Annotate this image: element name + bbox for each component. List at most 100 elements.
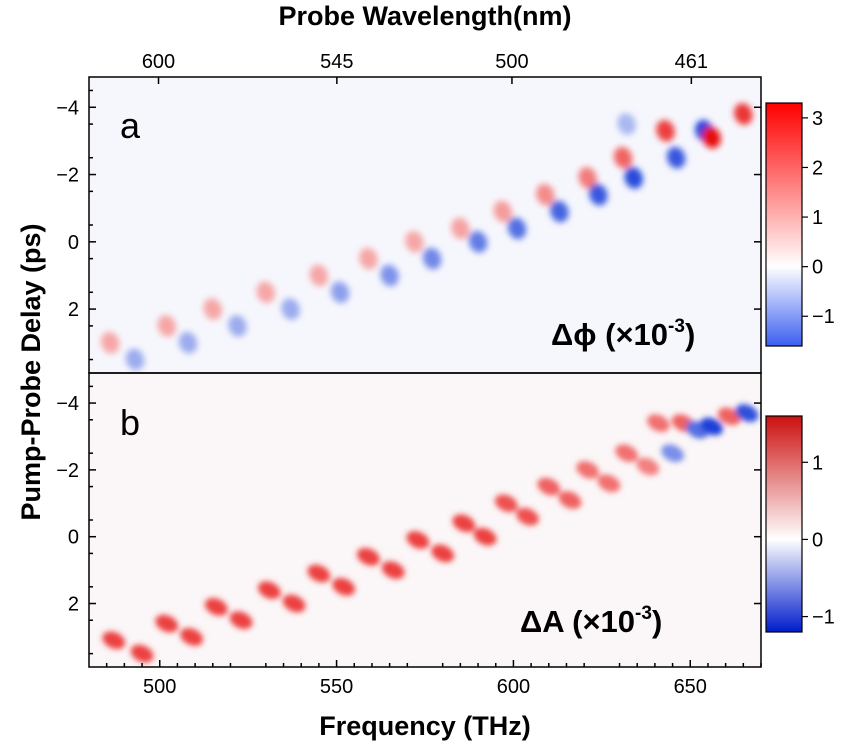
- heatmap-feature-b-23: [636, 457, 660, 476]
- y-tick-label-a-0: −4: [56, 97, 79, 119]
- heatmap-feature-b-19: [558, 491, 582, 509]
- colorbar-tick-label-b-1: 0: [812, 529, 823, 551]
- heatmap-feature-b-14: [452, 514, 476, 533]
- heatmap-feature-a-8: [309, 264, 329, 287]
- heatmap-feature-b-22: [615, 444, 638, 463]
- heatmap-feature-a-14: [451, 217, 470, 240]
- panel-a-heatmap: [100, 103, 753, 371]
- heatmap-feature-a-13: [422, 247, 442, 270]
- heatmap-feature-a-24: [656, 120, 675, 142]
- colorbar-tick-label-a-3: 0: [812, 257, 823, 279]
- x-tick-label-3: 650: [674, 676, 707, 698]
- heatmap-feature-b-15: [473, 527, 497, 546]
- heatmap-feature-a-7: [281, 298, 300, 320]
- heatmap-feature-b-18: [537, 477, 561, 496]
- panel-a-annotation-exponent: -3: [668, 316, 685, 337]
- y-tick-label-b-0: −4: [56, 393, 79, 415]
- y-tick-label-a-2: 0: [68, 232, 79, 254]
- top-axis-title: Probe Wavelength(nm): [278, 1, 571, 31]
- heatmap-feature-a-22: [613, 146, 633, 169]
- panel-a-annotation-base: Δϕ (×10: [551, 317, 668, 352]
- top-tick-label-0: 600: [142, 51, 175, 73]
- panel-b-annotation-suffix: ): [652, 604, 662, 639]
- heatmap-feature-b-3: [180, 628, 203, 646]
- colorbar-ticks: [802, 117, 808, 618]
- heatmap-feature-a-1: [125, 348, 145, 371]
- heatmap-feature-a-25: [666, 146, 686, 169]
- colorbar-tick-label-a-1: 2: [812, 157, 823, 179]
- heatmap-feature-b-20: [576, 461, 600, 479]
- heatmap-feature-b-1: [130, 644, 154, 663]
- panel-a-annotation-suffix: ): [685, 317, 695, 352]
- top-tick-label-3: 461: [675, 51, 708, 73]
- heatmap-feature-b-9: [332, 577, 356, 596]
- heatmap-feature-a-12: [405, 231, 424, 253]
- heatmap-feature-b-28: [700, 417, 723, 436]
- heatmap-feature-a-16: [493, 200, 513, 223]
- panel-b-annotation-base: ΔA (×10: [520, 604, 635, 639]
- heatmap-feature-a-27: [702, 126, 721, 149]
- panel-a-annotation: Δϕ (×10-3): [551, 316, 695, 352]
- heatmap-feature-a-10: [359, 247, 378, 270]
- heatmap-feature-b-21: [597, 474, 621, 493]
- panel-b-heatmap: [102, 404, 759, 663]
- heatmap-feature-b-4: [204, 598, 228, 616]
- heatmap-feature-b-25: [661, 444, 684, 463]
- heatmap-feature-b-2: [155, 614, 179, 633]
- heatmap-feature-a-4: [203, 298, 223, 320]
- x-tick-label-2: 600: [497, 676, 530, 698]
- heatmap-feature-b-12: [406, 531, 430, 549]
- heatmap-feature-b-6: [258, 581, 281, 600]
- heatmap-feature-b-24: [647, 414, 670, 432]
- heatmap-feature-a-11: [380, 264, 399, 287]
- heatmap-feature-a-18: [536, 183, 555, 206]
- colorbar-tick-label-b-2: −1: [812, 607, 835, 629]
- heatmap-feature-a-23: [624, 167, 643, 189]
- colorbar-tick-label-a-2: 1: [812, 207, 823, 229]
- heatmap-feature-a-21: [589, 183, 608, 206]
- heatmap-feature-b-13: [431, 544, 455, 563]
- heatmap-feature-a-0: [100, 331, 120, 354]
- colorbar-a: [765, 102, 803, 347]
- axis-ticks: [89, 77, 762, 667]
- top-tick-label-1: 545: [320, 51, 353, 73]
- heatmap-feature-b-29: [717, 407, 741, 426]
- heatmap-feature-b-10: [357, 547, 380, 566]
- heatmap-feature-a-2: [157, 315, 177, 337]
- colorbar-tick-label-b-0: 1: [812, 452, 823, 474]
- panel-b-annotation-exponent: -3: [635, 603, 652, 624]
- heatmap-feature-a-9: [330, 281, 350, 304]
- heatmap-feature-a-17: [507, 217, 527, 240]
- heatmap-feature-b-8: [307, 564, 331, 583]
- heatmap-feature-b-11: [381, 561, 405, 579]
- panel-a-label: a: [120, 105, 141, 146]
- top-tick-label-2: 500: [495, 51, 528, 73]
- panel-b-label: b: [120, 402, 140, 443]
- y-axis-title: Pump-Probe Delay (ps): [16, 223, 46, 520]
- y-tick-label-b-2: 0: [68, 527, 79, 549]
- heatmap-feature-b-17: [516, 507, 539, 526]
- heatmap-feature-b-5: [229, 611, 253, 630]
- tick-labels: −4 −2 0 2 −4 −2 0 2 500 550 600 650 600 545 500 461: [56, 51, 708, 698]
- heatmap-feature-a-19: [550, 200, 569, 223]
- heatmap-feature-a-20: [578, 167, 597, 189]
- colorbar-b: [765, 415, 803, 633]
- y-tick-label-a-1: −2: [56, 165, 79, 187]
- heatmap-feature-b-0: [102, 631, 126, 650]
- colorbar-tick-label-a-0: 3: [812, 108, 823, 130]
- heatmap-feature-a-29: [617, 113, 636, 135]
- panel-b-annotation: ΔA (×10-3): [520, 603, 662, 639]
- panel-a-background: [89, 77, 761, 373]
- heatmap-feature-b-7: [282, 594, 306, 613]
- x-axis-title: Frequency (THz): [319, 711, 531, 741]
- colorbar-tick-label-a-4: −1: [812, 306, 835, 328]
- heatmap-feature-a-3: [178, 331, 198, 354]
- heatmap-feature-a-6: [256, 281, 276, 304]
- y-tick-label-b-3: 2: [68, 594, 79, 616]
- heatmap-feature-a-28: [734, 103, 753, 125]
- y-tick-label-a-3: 2: [68, 299, 79, 321]
- heatmap-feature-a-5: [228, 315, 247, 337]
- heatmap-feature-b-30: [735, 404, 759, 422]
- colorbar-tick-labels: 3 2 1 0 −1 1 0 −1: [812, 108, 835, 629]
